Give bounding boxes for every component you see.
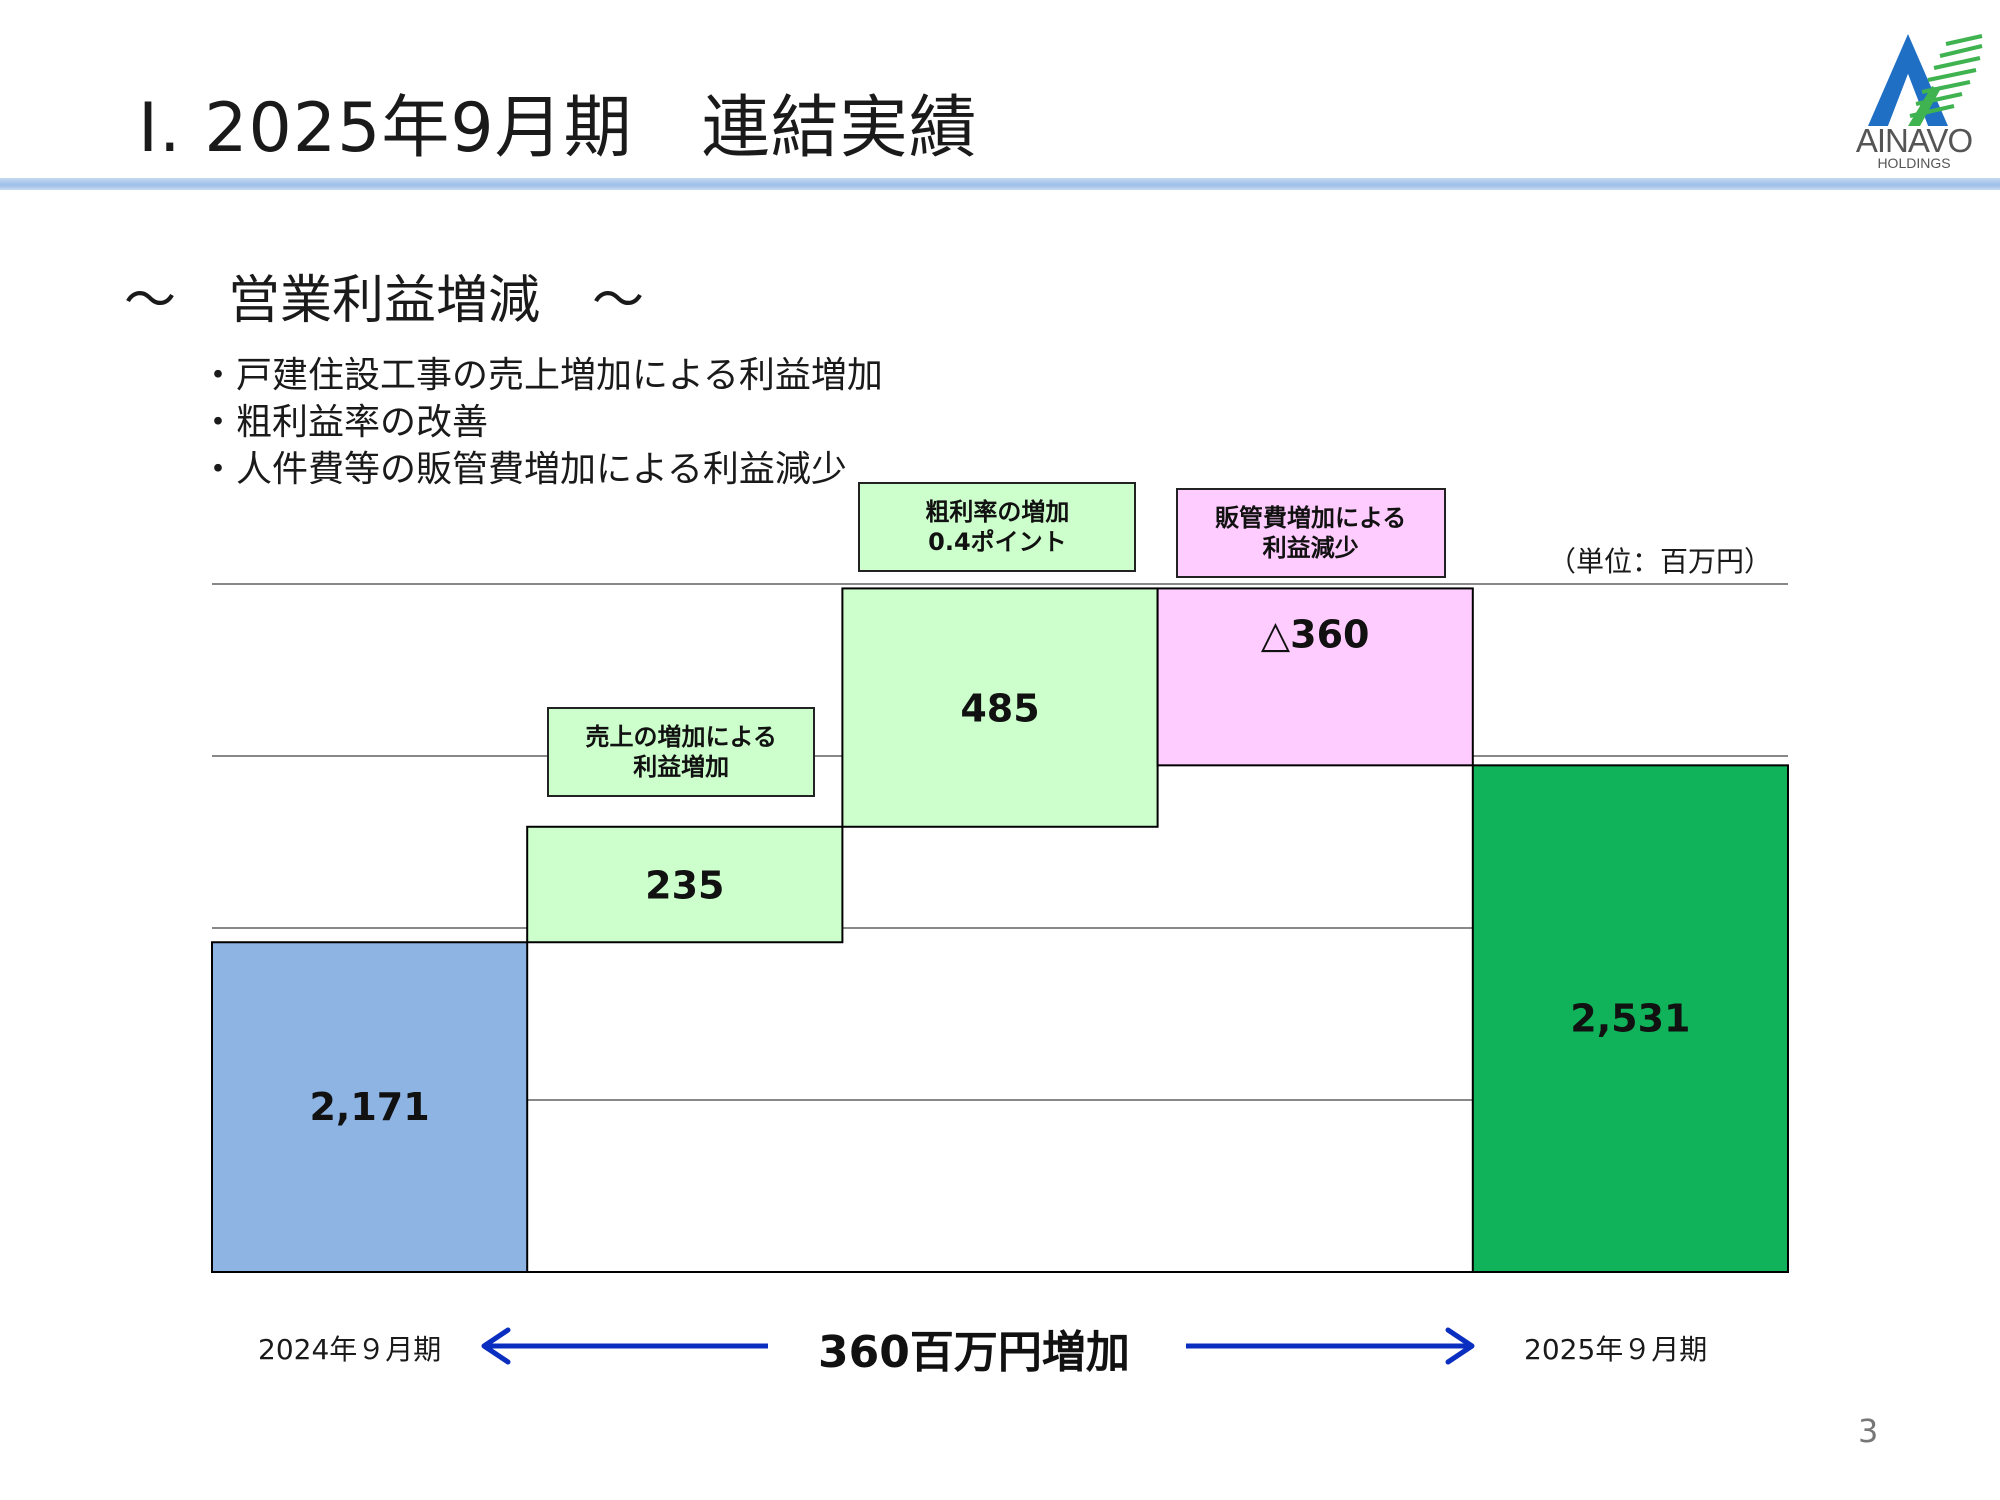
change-label: 360百万円増加 bbox=[818, 1327, 1130, 1378]
bullet-item: ・粗利益率の改善 bbox=[200, 402, 489, 443]
waterfall-bar bbox=[211, 941, 529, 1273]
left-arrow-icon bbox=[481, 1327, 511, 1365]
slide-title: Ⅰ. 2025年9月期 連結実績 bbox=[138, 89, 978, 168]
callout-line: 売上の増加による bbox=[585, 722, 777, 751]
callout-margin-improvement: 粗利率の増加 0.4ポイント bbox=[858, 482, 1137, 573]
bullet-item: ・人件費等の販管費増加による利益減少 bbox=[200, 449, 847, 490]
bullet-item: ・戸建住設工事の売上増加による利益増加 bbox=[200, 355, 883, 396]
waterfall-bar bbox=[841, 587, 1159, 828]
bar-value-label: 485 bbox=[960, 687, 1039, 731]
callout-line: 販管費増加による bbox=[1214, 504, 1407, 533]
logo-subtitle: HOLDINGS bbox=[1877, 155, 1951, 171]
right-arrow-icon bbox=[1445, 1327, 1475, 1365]
start-period-label: 2024年９月期 bbox=[258, 1333, 442, 1366]
chart-unit-label: （単位：百万円） bbox=[1548, 545, 1773, 578]
bar-value-label: △360 bbox=[1261, 612, 1370, 656]
page-number: 3 bbox=[1858, 1412, 1879, 1450]
bar-value-label: 2,171 bbox=[309, 1085, 429, 1129]
callout-sga-increase: 販管費増加による 利益減少 bbox=[1175, 488, 1446, 579]
waterfall-bar bbox=[526, 825, 844, 944]
title-divider bbox=[0, 178, 2000, 190]
section-heading: ～ 営業利益増減 ～ bbox=[124, 271, 645, 331]
logo-wordmark: AINAVO bbox=[1855, 122, 1973, 159]
callout-line: 粗利率の増加 bbox=[925, 498, 1070, 527]
waterfall-bar bbox=[1471, 764, 1790, 1274]
callout-line: 0.4ポイント bbox=[928, 528, 1067, 557]
company-logo bbox=[1868, 34, 1983, 126]
callout-line: 利益増加 bbox=[633, 752, 730, 781]
callout-sales-increase: 売上の増加による 利益増加 bbox=[547, 706, 816, 797]
end-period-label: 2025年９月期 bbox=[1524, 1333, 1708, 1366]
callout-line: 利益減少 bbox=[1262, 534, 1359, 563]
bullet-list: ・戸建住設工事の売上増加による利益増加 ・粗利益率の改善 ・人件費等の販管費増加… bbox=[200, 352, 883, 493]
waterfall-bar bbox=[1156, 587, 1474, 767]
bar-value-label: 235 bbox=[645, 864, 724, 908]
bar-value-label: 2,531 bbox=[1570, 997, 1690, 1041]
